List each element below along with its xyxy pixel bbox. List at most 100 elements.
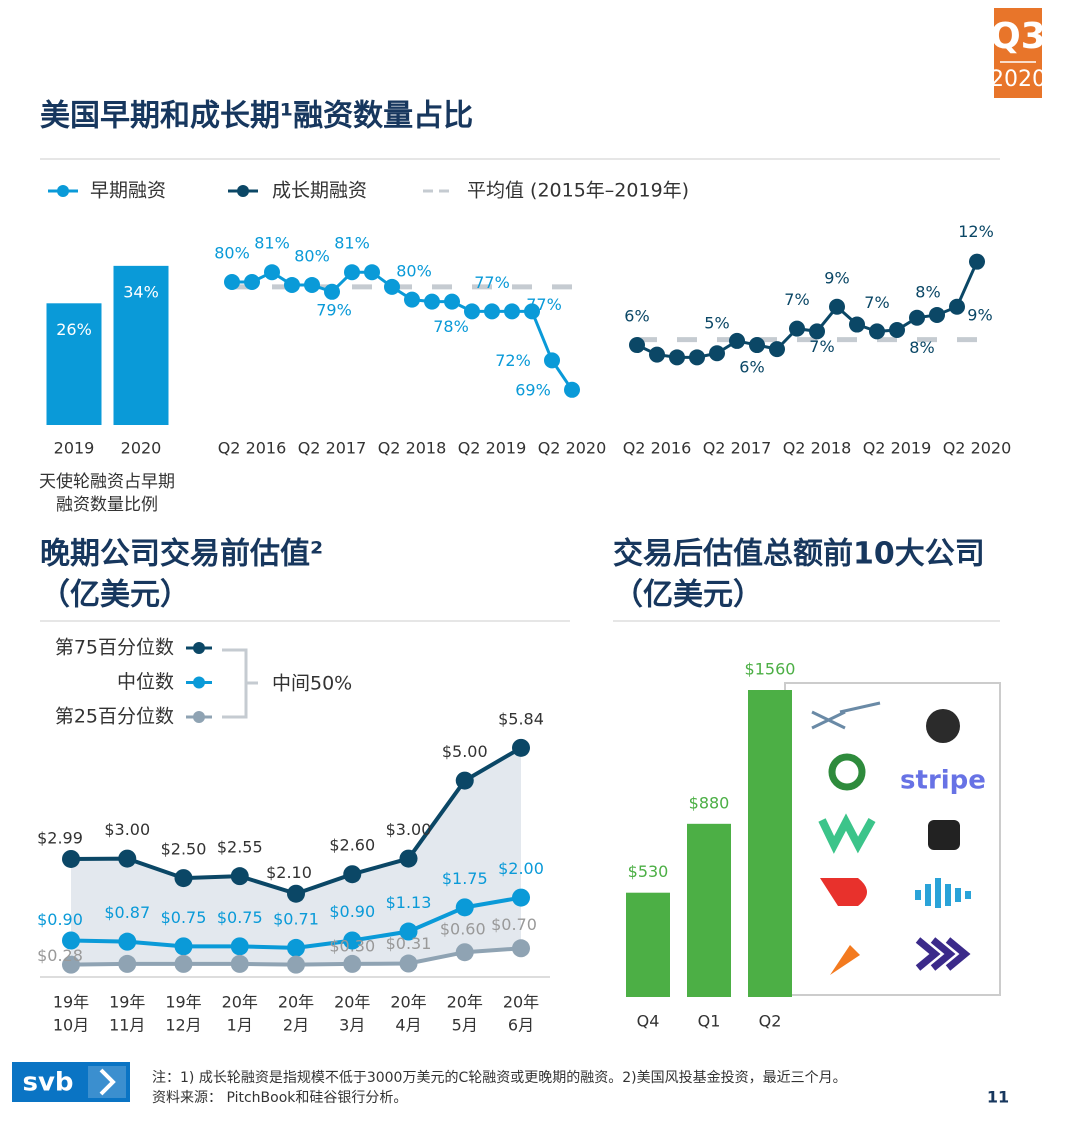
data-label: $530 bbox=[628, 862, 669, 881]
legend-marker bbox=[193, 676, 205, 689]
point bbox=[789, 320, 805, 337]
point bbox=[174, 869, 193, 888]
x-tick-label: Q2 bbox=[759, 1012, 782, 1031]
x-tick-label: 11月 bbox=[109, 1016, 145, 1035]
data-label: $1.13 bbox=[386, 893, 432, 912]
data-label: $0.75 bbox=[217, 908, 263, 927]
source: 资料来源： PitchBook和硅谷银行分析。 bbox=[152, 1090, 407, 1106]
point bbox=[629, 337, 645, 354]
x-tick-label: 1月 bbox=[227, 1016, 253, 1035]
data-label: 8% bbox=[909, 338, 934, 357]
x-tick-label: Q2 2020 bbox=[943, 439, 1012, 458]
data-label: $0.30 bbox=[329, 936, 375, 955]
x-tick-label: 20年 bbox=[503, 993, 539, 1012]
point bbox=[62, 955, 80, 974]
point bbox=[524, 303, 540, 320]
footer-logo-box bbox=[88, 1066, 126, 1098]
x-tick-label: 20年 bbox=[447, 993, 483, 1012]
point bbox=[174, 954, 193, 973]
data-label: $2.00 bbox=[498, 859, 544, 878]
series-line bbox=[232, 270, 574, 391]
data-label: $0.75 bbox=[161, 908, 207, 927]
point bbox=[809, 323, 825, 340]
data-label: $2.99 bbox=[37, 828, 83, 847]
point bbox=[424, 293, 440, 310]
point bbox=[455, 943, 474, 962]
point bbox=[729, 332, 745, 349]
x-tick-label: Q2 2016 bbox=[218, 439, 287, 458]
legend-marker bbox=[237, 185, 249, 197]
x-tick-label: Q1 bbox=[698, 1012, 721, 1031]
point bbox=[384, 278, 400, 295]
x-tick-label: 3月 bbox=[339, 1016, 365, 1035]
bar bbox=[46, 303, 102, 425]
point bbox=[399, 954, 418, 973]
point bbox=[287, 955, 305, 974]
section-title: 美国早期和成长期¹融资数量占比 bbox=[40, 99, 473, 134]
data-label: $1.75 bbox=[442, 869, 488, 888]
badge bbox=[994, 8, 1042, 98]
footer-logo-chevron bbox=[99, 1068, 116, 1096]
data-label: $2.55 bbox=[217, 838, 263, 857]
bar bbox=[626, 892, 670, 997]
point bbox=[230, 954, 249, 973]
point bbox=[512, 888, 530, 907]
logo-panel bbox=[784, 682, 1001, 996]
bracket-label: 中间50% bbox=[272, 673, 352, 695]
logo bbox=[830, 945, 860, 975]
x-tick-label: 10月 bbox=[53, 1016, 89, 1035]
point bbox=[244, 274, 260, 290]
data-label: 77% bbox=[474, 273, 510, 292]
point bbox=[224, 274, 240, 290]
logo bbox=[915, 878, 971, 908]
x-tick-label: Q2 2020 bbox=[538, 439, 607, 458]
data-label: 78% bbox=[433, 317, 469, 336]
data-label: 7% bbox=[784, 290, 809, 309]
chart-title: 交易后估值总额前10大公司 bbox=[613, 537, 985, 572]
point bbox=[364, 264, 380, 281]
data-label: 26% bbox=[56, 320, 92, 339]
x-tick-label: 19年 bbox=[53, 993, 89, 1012]
logo bbox=[811, 701, 881, 730]
data-label: 6% bbox=[624, 307, 649, 326]
point bbox=[749, 337, 765, 354]
point bbox=[264, 264, 280, 281]
x-tick-label: 5月 bbox=[452, 1016, 478, 1035]
x-tick-label: Q2 2018 bbox=[378, 439, 447, 458]
bar bbox=[113, 265, 169, 425]
data-label: 7% bbox=[864, 293, 889, 312]
data-label: $2.50 bbox=[161, 840, 207, 859]
data-label: 77% bbox=[526, 295, 562, 314]
point bbox=[118, 849, 137, 868]
point bbox=[455, 898, 474, 917]
x-tick-label: Q2 2018 bbox=[783, 439, 852, 458]
x-tick-label: Q2 2017 bbox=[703, 439, 772, 458]
data-label: $1560 bbox=[745, 660, 796, 679]
data-label: 80% bbox=[294, 246, 330, 265]
logo bbox=[818, 813, 876, 854]
point bbox=[343, 865, 362, 884]
data-label: $0.90 bbox=[329, 902, 375, 921]
x-tick-label: Q2 2017 bbox=[298, 439, 367, 458]
point bbox=[669, 349, 685, 366]
data-label: 81% bbox=[254, 234, 290, 253]
badge-year: 2020 bbox=[990, 67, 1046, 92]
point bbox=[304, 276, 320, 293]
point bbox=[849, 316, 865, 333]
point bbox=[62, 931, 80, 950]
point bbox=[484, 303, 500, 320]
logo bbox=[915, 937, 971, 971]
x-tick-label: Q2 2019 bbox=[863, 439, 932, 458]
point bbox=[118, 932, 137, 951]
x-tick-label: 6月 bbox=[508, 1016, 534, 1035]
point bbox=[399, 922, 418, 941]
x-tick-label: 20年 bbox=[334, 993, 370, 1012]
x-tick-label: 20年 bbox=[278, 993, 314, 1012]
data-label: $0.70 bbox=[491, 915, 537, 934]
legend-label: 成长期融资 bbox=[272, 180, 367, 202]
point bbox=[230, 937, 249, 956]
data-label: 81% bbox=[334, 234, 370, 253]
data-label: 79% bbox=[316, 300, 352, 319]
point bbox=[969, 253, 985, 270]
